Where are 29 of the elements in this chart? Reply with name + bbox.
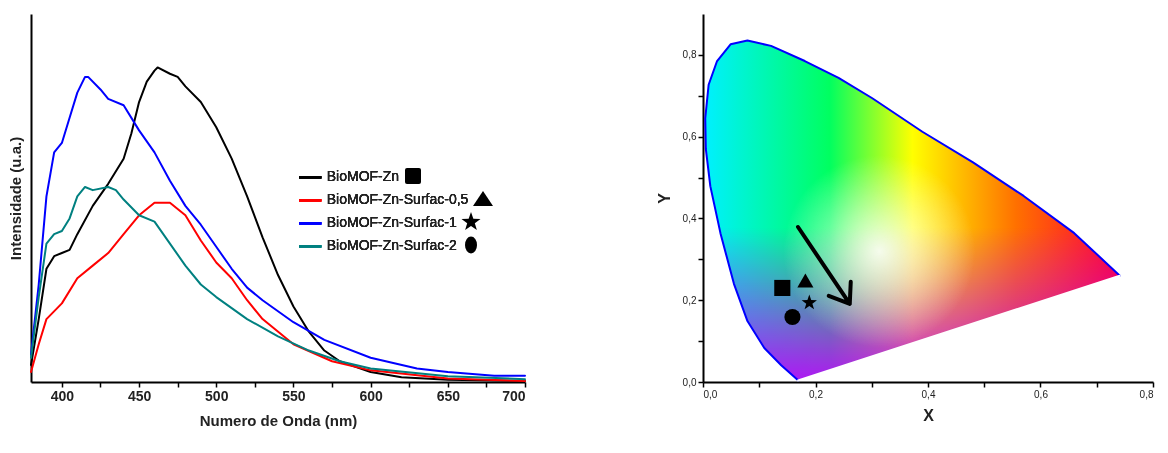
x-tick-label: 0,6 xyxy=(1034,388,1049,400)
y-tick-label: 0,2 xyxy=(682,294,697,306)
y-axis-title: Intensidade (u.a.) xyxy=(6,136,24,261)
x-tick-label: 0,2 xyxy=(809,388,824,400)
x-tick-label: 450 xyxy=(127,387,152,404)
x-tick-label: 0,0 xyxy=(703,388,718,400)
legend-label: BioMOF-Zn-Surfac-2 xyxy=(326,237,457,254)
x-tick-label: 600 xyxy=(359,387,384,404)
y-tick-label: 0,8 xyxy=(682,49,697,61)
x-tick-label: 650 xyxy=(436,387,461,404)
x-tick-label: 700 xyxy=(502,387,526,404)
y-tick-label: 0,4 xyxy=(682,212,697,224)
y-tick-label: 0,6 xyxy=(682,131,697,143)
y-tick-label: 0,0 xyxy=(682,376,697,388)
x-axis-title: X xyxy=(923,406,935,424)
point xyxy=(784,308,801,326)
point xyxy=(774,279,791,297)
x-axis-title: Numero de Onda (nm) xyxy=(199,411,358,429)
x-tick-label: 500 xyxy=(205,387,229,404)
x-tick-label: 0,8 xyxy=(1139,388,1154,400)
point xyxy=(801,294,817,310)
legend-label: BioMOF-Zn-Surfac-1 xyxy=(326,214,457,231)
y-axis-title: Y xyxy=(655,192,673,204)
x-tick-label: 400 xyxy=(50,387,75,404)
x-tick-label: 0,4 xyxy=(921,388,936,400)
point xyxy=(797,273,814,288)
x-tick-label: 550 xyxy=(282,387,306,404)
legend-label: BioMOF-Zn xyxy=(326,168,400,185)
legend-label: BioMOF-Zn-Surfac-0,5 xyxy=(326,191,469,208)
